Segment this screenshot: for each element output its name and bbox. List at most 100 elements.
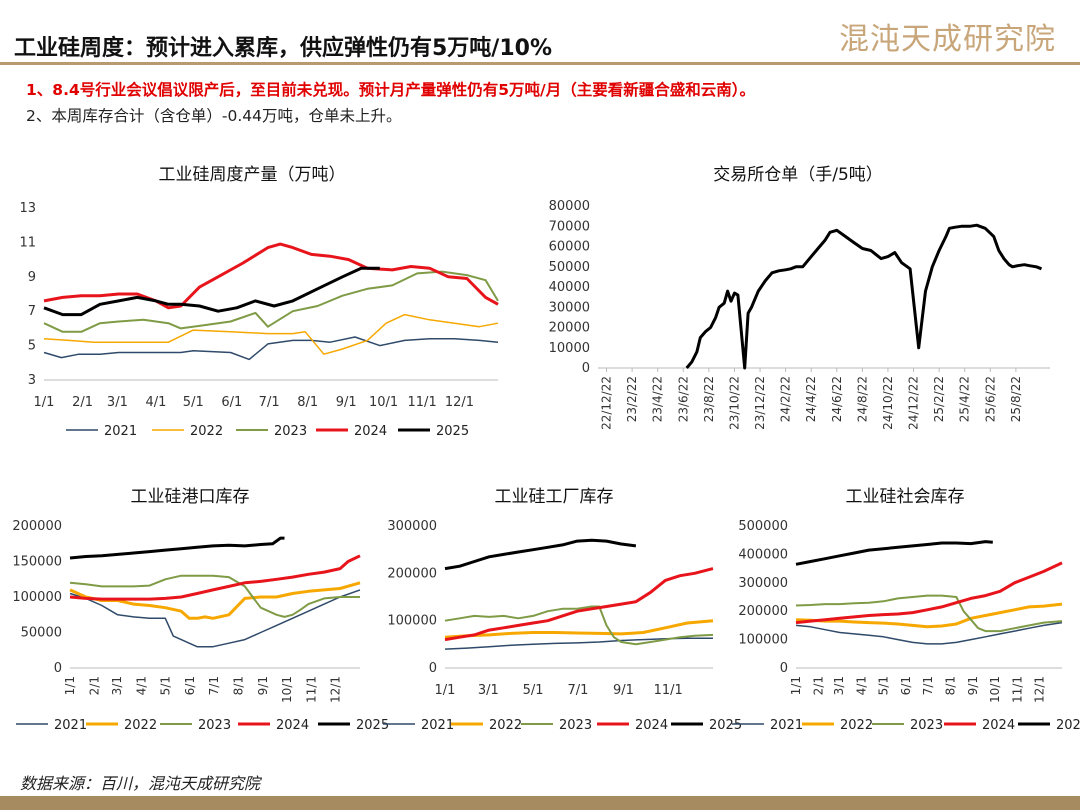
x-tick-label: 23/6/22 [676,376,690,422]
x-tick-label: 1/1 [34,395,55,410]
legend-label-2024: 2024 [276,718,309,733]
x-tick-label: 3/1 [110,676,124,695]
x-tick-label: 25/8/22 [1009,376,1023,422]
x-tick-label: 3/1 [478,683,499,698]
x-tick-label: 9/1 [613,683,634,698]
legend-label-2024: 2024 [982,718,1015,733]
x-tick-label: 6/1 [221,395,242,410]
legend-label-2022: 2022 [840,718,873,733]
x-tick-label: 11/1 [408,395,437,410]
legend-label-2024: 2024 [354,424,387,439]
legend-label-2025: 2025 [356,718,389,733]
series-line-2025 [795,540,993,566]
y-tick-label: 30000 [549,300,590,315]
footer-bar [0,796,1080,810]
x-tick-label: 9/1 [336,395,357,410]
x-tick-label: 10/1 [280,676,294,703]
y-tick-label: 500000 [738,519,788,534]
chart-title: 交易所仓单（手/5吨） [713,165,883,185]
x-tick-label: 12/1 [445,395,474,410]
x-tick-label: 6/1 [183,676,197,695]
x-tick-label: 7/1 [921,676,935,695]
y-tick-label: 100000 [738,633,788,648]
x-tick-label: 12/1 [1032,676,1046,703]
x-tick-label: 24/4/22 [804,376,818,422]
x-tick-label: 5/1 [158,676,172,695]
legend-label-2025: 2025 [1056,718,1080,733]
y-tick-label: 50000 [21,626,62,641]
series-line-2025 [43,266,380,317]
x-tick-label: 3/1 [107,395,128,410]
x-tick-label: 4/1 [855,676,869,695]
y-tick-label: 0 [54,661,62,676]
y-tick-label: 0 [582,361,590,376]
x-tick-label: 22/12/22 [600,376,614,430]
legend-label-2023: 2023 [559,718,592,733]
y-tick-label: 3 [28,373,36,388]
production-chart: 工业硅周度产量（万吨） 3 5 7 9 11 13 1/1 2/1 3/1 4/1 5/1 6/1 7/1… [19,165,499,439]
x-tick-label: 2/1 [72,395,93,410]
x-tick-label: 2/1 [812,676,826,695]
x-tick-label: 23/10/22 [727,376,741,430]
x-tick-label: 8/1 [231,676,245,695]
social-inventory-chart: 工业硅社会库存 0 100000 200000 300000 400000 500000 1/… [732,487,1080,733]
x-tick-label: 1/1 [789,676,803,695]
x-tick-label: 25/2/22 [932,376,946,422]
x-tick-label: 8/1 [297,395,318,410]
series-line-2021 [69,589,361,648]
y-tick-label: 50000 [549,260,590,275]
x-tick-label: 25/4/22 [958,376,972,422]
y-tick-label: 100000 [387,614,437,629]
series-line-2023 [69,574,360,618]
x-tick-label: 23/12/22 [753,376,767,430]
x-tick-label: 11/1 [654,683,683,698]
series-line-2025 [69,536,285,560]
legend-label-2021: 2021 [104,424,137,439]
x-tick-label: 24/12/22 [907,376,921,430]
x-tick-label: 24/10/22 [881,376,895,430]
series-line-2021 [43,336,499,361]
series-line-2024 [69,554,361,601]
y-tick-label: 11 [19,235,36,250]
x-tick-label: 24/6/22 [830,376,844,422]
y-tick-label: 200000 [738,604,788,619]
x-tick-label: 9/1 [256,676,270,695]
series-line-2022 [795,602,1063,629]
x-tick-label: 23/4/22 [651,376,665,422]
note-1: 1、8.4号行业会议倡议限产后，至目前未兑现。预计月产量弹性仍有5万吨/月（主要… [26,81,755,99]
x-tick-label: 2/1 [88,676,102,695]
page-title: 工业硅周度：预计进入累库，供应弹性仍有5万吨/10% [14,36,553,61]
y-tick-label: 200000 [387,566,437,581]
chart-title: 工业硅港口库存 [131,487,250,507]
x-tick-label: 23/8/22 [702,376,716,422]
port-inventory-chart: 工业硅港口库存 0 50000 100000 150000 200000 1/1 2/1 3/1… [12,487,389,733]
y-tick-label: 300000 [387,519,437,534]
brand-logo: 混沌天成研究院 [839,22,1056,57]
header-divider [0,62,1080,65]
x-tick-label: 7/1 [567,683,588,698]
series-line-2023 [795,594,1063,633]
legend-label-2025: 2025 [709,718,742,733]
y-tick-label: 5 [28,339,36,354]
series-line-2025 [444,538,637,571]
x-tick-label: 12/1 [328,676,342,703]
data-source: 数据来源：百川，混沌天成研究院 [20,774,261,793]
legend-label-2021: 2021 [54,718,87,733]
series-line-warrants [685,223,1043,370]
series-line-2022 [43,313,499,355]
x-tick-label: 24/8/22 [855,376,869,422]
x-tick-label: 10/1 [369,395,398,410]
warrants-chart: 交易所仓单（手/5吨） 0 10000 20000 30000 40000 50000 600… [549,165,1050,430]
y-tick-label: 300000 [738,576,788,591]
series-line-2023 [444,605,714,646]
series-line-2022 [69,581,361,620]
x-tick-label: 1/1 [435,683,456,698]
legend-label-2025: 2025 [436,424,469,439]
series-line-2024 [43,242,499,310]
x-tick-label: 23/2/22 [625,376,639,422]
x-tick-label: 8/1 [943,676,957,695]
y-tick-label: 13 [19,201,36,216]
series-line-2021 [444,637,713,650]
y-tick-label: 100000 [12,590,62,605]
y-tick-label: 9 [28,270,36,285]
